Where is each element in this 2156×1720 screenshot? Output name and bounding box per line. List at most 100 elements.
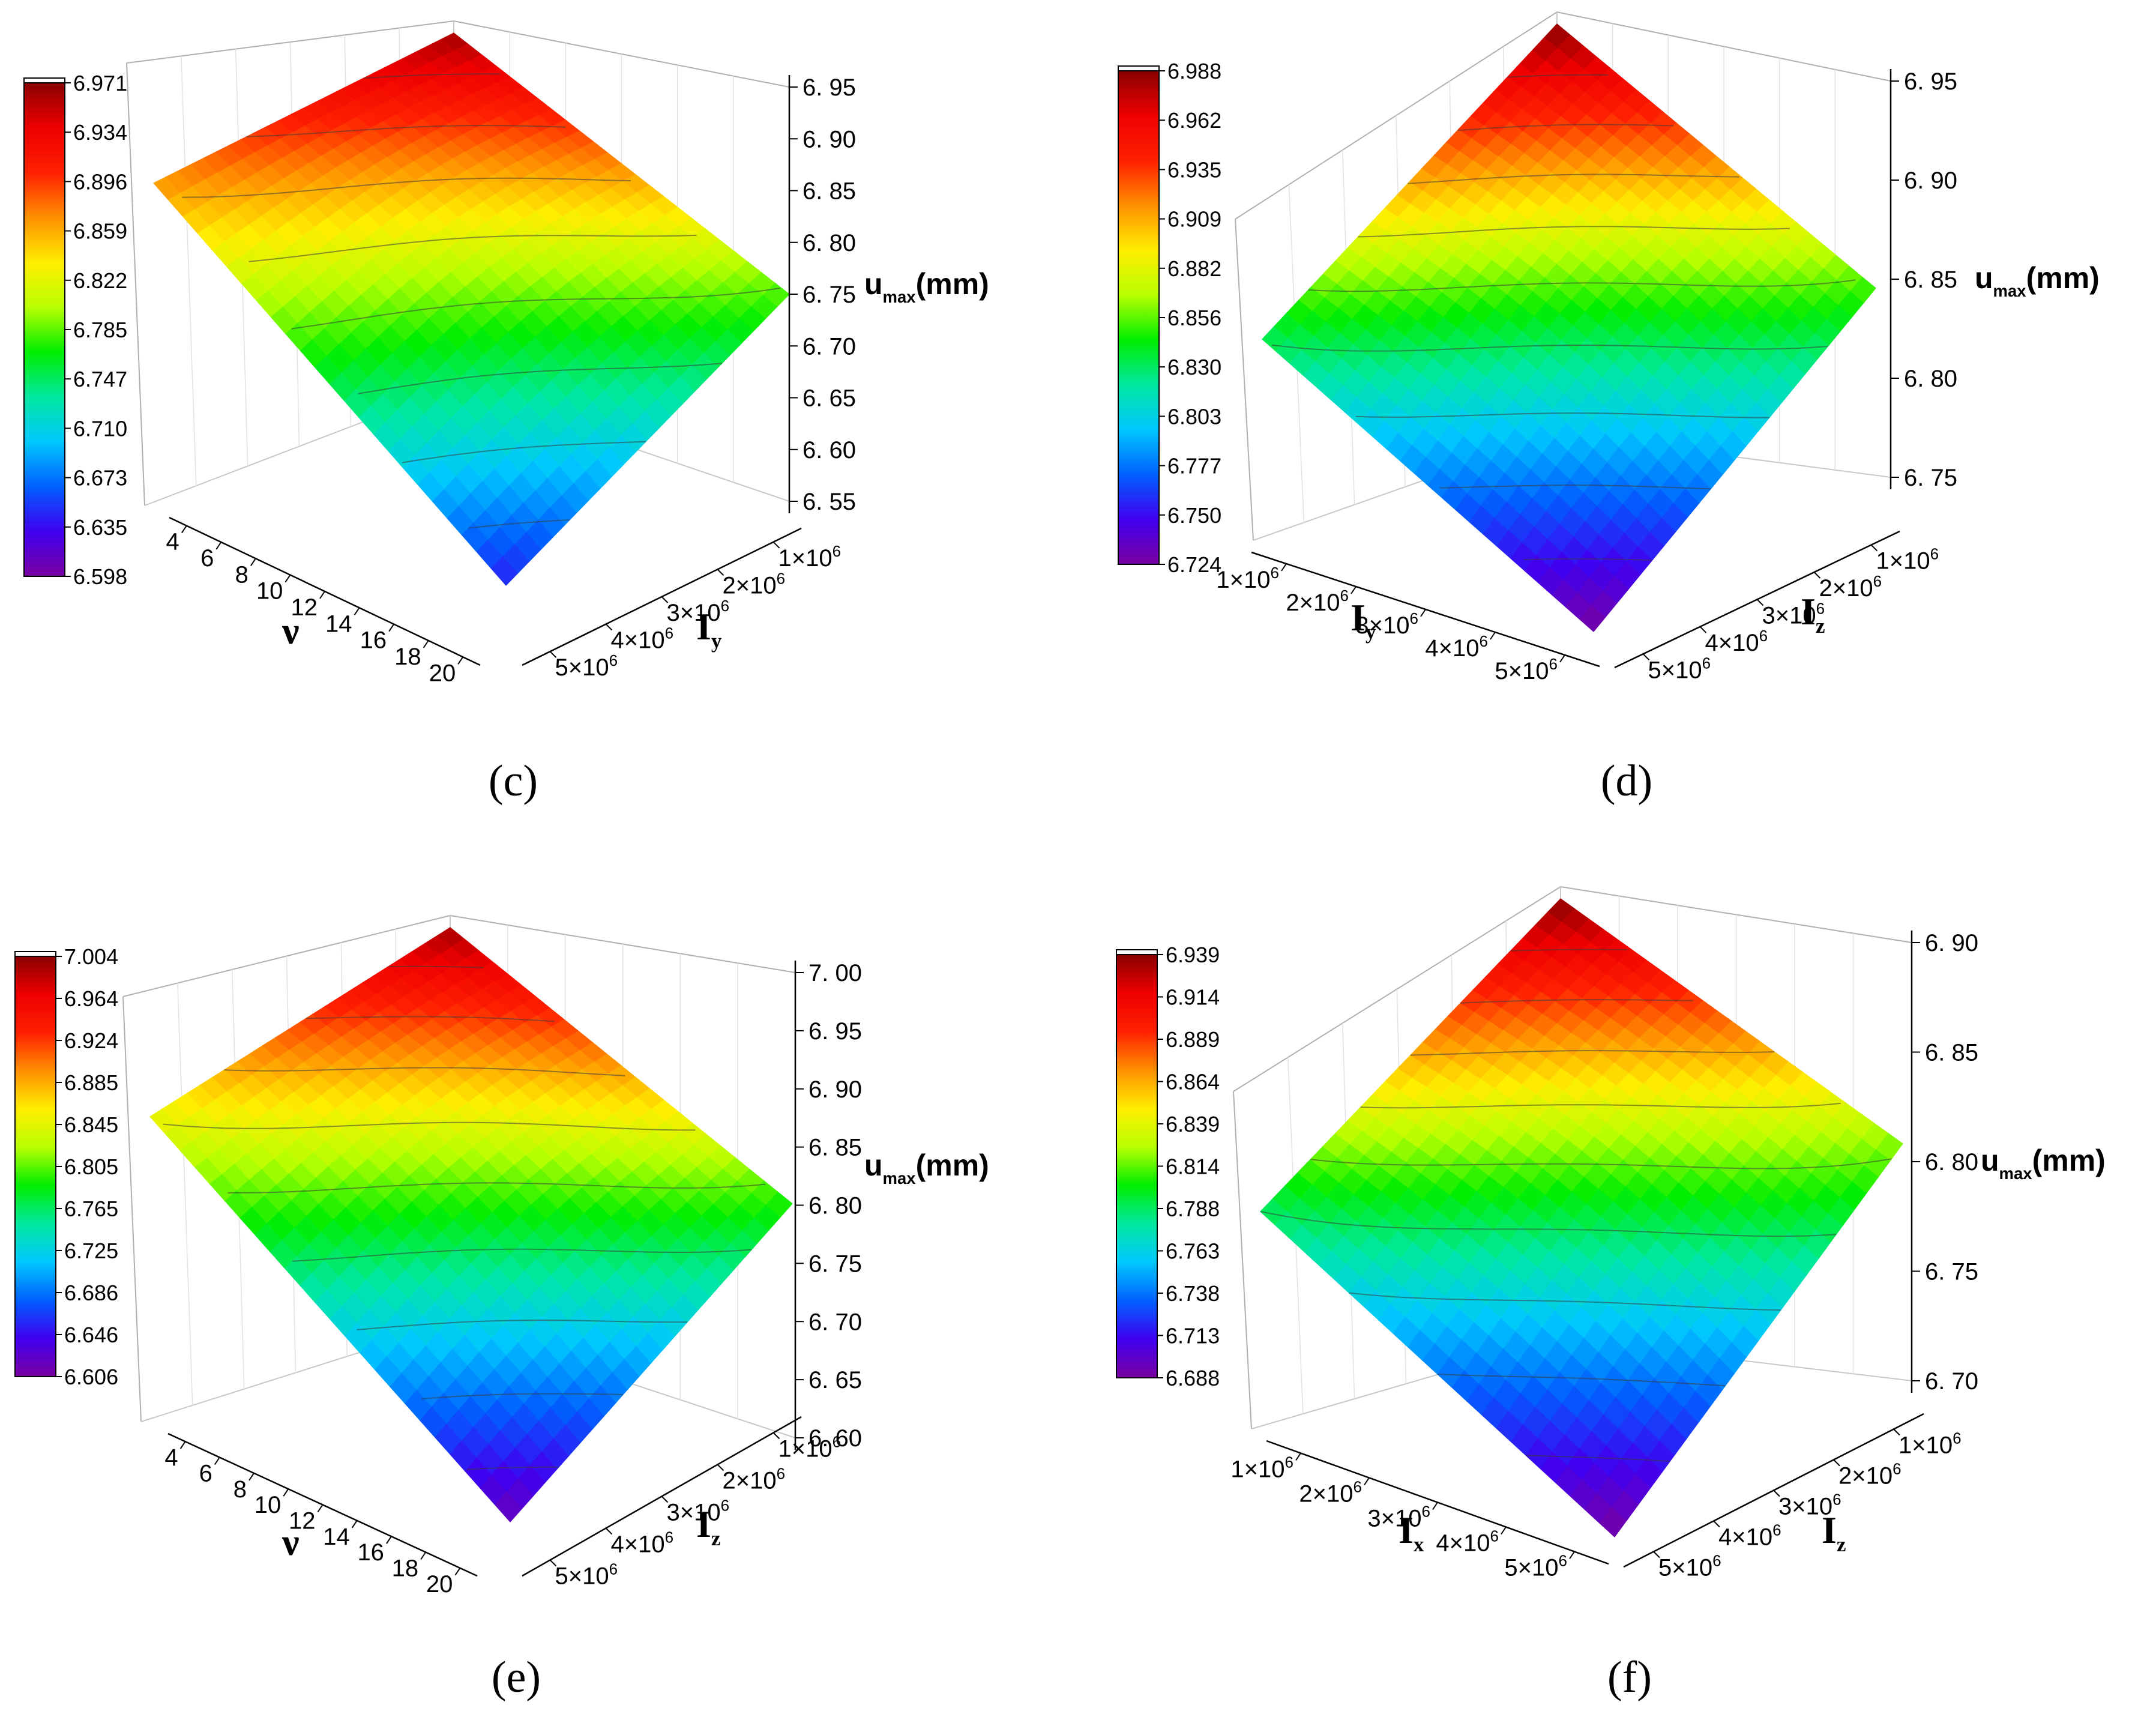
y-tick-label: 2×106 xyxy=(723,1465,786,1494)
grid-line xyxy=(181,56,197,486)
z-tick-label: 7. 00 xyxy=(808,960,862,986)
contour-line xyxy=(1439,484,1711,490)
z-tick-label: 6. 80 xyxy=(1925,1149,1978,1175)
y-tick-label: 1×106 xyxy=(1876,545,1939,575)
panel-caption: (f) xyxy=(1607,1653,1652,1702)
contour-line xyxy=(468,519,570,529)
colorbar-tick-label: 6.909 xyxy=(1167,207,1221,232)
colorbar-tick-label: 6.606 xyxy=(64,1365,118,1389)
y-tick-exponent: 6 xyxy=(777,1465,785,1483)
colorbar-tick-label: 6.914 xyxy=(1166,985,1220,1010)
x-tick-mark xyxy=(283,1488,289,1497)
x-tick-exponent: 6 xyxy=(1559,1552,1567,1570)
colorbar-tick-label: 6.724 xyxy=(1167,552,1221,577)
y-tick-mark xyxy=(717,569,724,576)
x-tick-label: 10 xyxy=(254,1492,282,1518)
y-tick-label: 1×106 xyxy=(1899,1429,1962,1459)
contour-line xyxy=(388,965,484,968)
x-tick-label: 1×106 xyxy=(1230,1453,1293,1483)
x-tick-exponent: 6 xyxy=(1340,587,1349,605)
x-tick-label: 3×106 xyxy=(1367,1503,1430,1532)
contour-line xyxy=(1360,1102,1841,1109)
x-tick-label: 18 xyxy=(392,1556,419,1582)
z-axis-label: umax(mm) xyxy=(864,267,989,306)
z-tick-label: 6. 75 xyxy=(1904,465,1957,491)
z-axis: 6. 90 6. 85 6. 80 6. 75 6. 70 xyxy=(1911,930,1978,1395)
z-tick-label: 6. 80 xyxy=(1904,366,1957,392)
colorbar-gradient xyxy=(1116,954,1158,1378)
contour-line xyxy=(163,1121,696,1131)
colorbar-gradient xyxy=(1118,70,1160,565)
y-tick-exponent: 6 xyxy=(721,597,729,615)
y-tick-label: 5×106 xyxy=(555,1560,618,1590)
x-tick-mark xyxy=(420,1551,426,1560)
y-tick-exponent: 6 xyxy=(777,569,785,587)
contour-line xyxy=(1460,999,1694,1004)
contour-line xyxy=(292,1248,752,1262)
grid-line xyxy=(177,983,193,1405)
colorbar-tick-label: 6.635 xyxy=(73,515,127,540)
contour-line xyxy=(248,234,697,262)
x-tick-mark xyxy=(354,607,360,615)
colorbar-tick-label: 6.765 xyxy=(64,1196,118,1221)
x-tick-exponent: 6 xyxy=(1271,564,1279,582)
x-tick-mark xyxy=(1295,1452,1301,1461)
z-tick-label: 6. 95 xyxy=(808,1018,862,1045)
y-tick-label: 2×106 xyxy=(1838,1460,1902,1489)
z-tick-label: 6. 55 xyxy=(802,489,856,515)
contour-line xyxy=(402,441,646,463)
contour-line xyxy=(246,124,566,137)
colorbar-tick-label: 6.710 xyxy=(73,416,127,441)
colorbar: 6.971 6.934 6.896 6.859 6.822 6.785 6.747 6.710… xyxy=(23,71,127,589)
colorbar-tick-label: 6.889 xyxy=(1166,1027,1220,1052)
colorbar-tick-label: 6.988 xyxy=(1167,59,1221,83)
colorbar-tick-label: 6.964 xyxy=(64,986,118,1011)
y-tick-label: 3×106 xyxy=(667,1497,730,1526)
x-tick-label: 20 xyxy=(426,1571,453,1598)
x-tick-label: 4 xyxy=(164,1444,178,1471)
y-tick-mark xyxy=(661,1495,669,1503)
x-tick-mark xyxy=(351,1520,358,1528)
panel-c: 6.971 6.934 6.896 6.859 6.822 6.785 6.747 6.710… xyxy=(23,20,989,806)
x-axis-label: Iy xyxy=(1351,596,1376,644)
colorbar-tick-label: 6.962 xyxy=(1167,108,1221,133)
x-tick-label: 18 xyxy=(394,644,421,670)
x-tick-label: 12 xyxy=(289,1508,316,1534)
colorbar-tick-label: 6.686 xyxy=(64,1281,118,1305)
x-axis-label: ν xyxy=(282,609,300,652)
x-tick-label: 4×106 xyxy=(1425,632,1488,662)
x-tick-mark xyxy=(250,558,256,566)
box-left-edge xyxy=(122,996,142,1422)
colorbar-tick-label: 6.856 xyxy=(1167,306,1221,330)
y-tick-mark xyxy=(1699,626,1707,633)
x-tick-mark xyxy=(1420,609,1426,617)
z-tick-label: 6. 95 xyxy=(802,74,856,101)
z-tick-label: 6. 75 xyxy=(802,282,856,308)
y-tick-exponent: 6 xyxy=(1893,1460,1901,1478)
z-axis: 6. 95 6. 90 6. 85 6. 80 6. 75 6. 70 6. 65 6. 60… xyxy=(788,74,856,515)
y-tick-exponent: 6 xyxy=(1953,1429,1961,1447)
x-tick-mark xyxy=(1501,1526,1507,1535)
colorbar-cap xyxy=(23,77,65,83)
x-tick-mark xyxy=(1569,1551,1575,1560)
contour-line xyxy=(227,1182,766,1193)
colorbar-tick-label: 6.830 xyxy=(1167,355,1221,379)
z-tick-label: 6. 65 xyxy=(808,1367,862,1393)
contour-line xyxy=(1260,1211,1837,1237)
y-tick-mark xyxy=(1773,1489,1780,1497)
contour-line xyxy=(1349,1292,1781,1311)
y-tick-label: 3×106 xyxy=(667,597,730,626)
y-tick-mark xyxy=(1870,544,1878,552)
contour-line xyxy=(1507,74,1609,78)
contour-line xyxy=(1310,1158,1892,1169)
z-tick-label: 6. 70 xyxy=(808,1309,862,1335)
colorbar-tick-label: 6.673 xyxy=(73,466,127,490)
x-tick-label: 1×106 xyxy=(1216,564,1279,593)
z-tick-label: 6. 70 xyxy=(802,333,856,360)
contour-line xyxy=(1526,1455,1670,1462)
surface-plot xyxy=(122,914,796,1522)
